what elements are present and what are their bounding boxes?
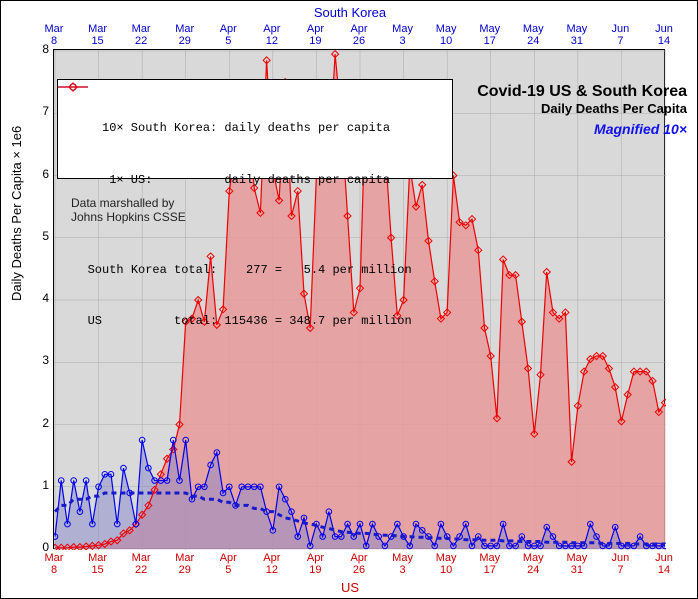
x-bottom-tick: Apr5 [215,552,241,576]
x-top-tick: Apr5 [215,23,241,47]
legend-row-us: 1× US: daily deaths per capita [66,171,444,189]
x-top-tick: Mar15 [85,23,111,47]
x-bottom-tick: May17 [477,552,503,576]
x-top-tick: Mar29 [172,23,198,47]
x-top-tick: May17 [477,23,503,47]
x-bottom-tick: Mar15 [85,552,111,576]
x-bottom-tick: May31 [564,552,590,576]
y-tick: 7 [37,104,49,118]
x-top-tick: Apr12 [259,23,285,47]
legend-marker-us [66,173,96,187]
x-top-tick: Apr26 [346,23,372,47]
y-tick: 6 [37,167,49,181]
x-top-tick: May3 [390,23,416,47]
legend-text-us: 1× US: daily deaths per capita [102,172,390,189]
legend-total-sk: South Korea total: 277 = 5.4 per million [66,262,444,279]
legend-row-sk: 10× South Korea: daily deaths per capita [66,120,444,138]
x-bottom-tick: May10 [433,552,459,576]
x-bottom-tick: Mar22 [128,552,154,576]
y-axis-label: Daily Deaths Per Capita × 1e6 [9,126,24,301]
x-top-tick: Mar8 [41,23,67,47]
x-bottom-tick: Mar8 [41,552,67,576]
y-tick: 2 [37,416,49,430]
x-bottom-tick: Mar29 [172,552,198,576]
x-axis-bottom-label: US [1,580,698,595]
legend-box: 10× South Korea: daily deaths per capita… [57,79,453,179]
x-top-tick: Jun14 [651,23,677,47]
y-tick: 5 [37,229,49,243]
x-top-tick: Jun7 [607,23,633,47]
x-bottom-tick: Jun14 [651,552,677,576]
x-top-tick: May24 [520,23,546,47]
x-axis-top-label: South Korea [1,5,698,20]
legend-text-sk: 10× South Korea: daily deaths per capita [102,120,390,137]
chart-title: Covid-19 US & South Korea [477,83,687,101]
y-tick: 1 [37,478,49,492]
legend-total-us: US total: 115436 = 348.7 per million [66,313,444,330]
x-bottom-tick: May3 [390,552,416,576]
x-top-tick: Apr19 [302,23,328,47]
data-credit: Data marshalled byJohns Hopkins CSSE [71,196,186,224]
chart-subtitle: Daily Deaths Per Capita [541,101,687,116]
chart-magnified-note: Magnified 10× [594,121,687,137]
legend-marker-sk [66,122,96,136]
x-bottom-tick: Apr19 [302,552,328,576]
x-bottom-tick: May24 [520,552,546,576]
x-top-tick: May10 [433,23,459,47]
y-tick: 4 [37,291,49,305]
x-bottom-tick: Jun7 [607,552,633,576]
chart-container: Daily Deaths Per Capita × 1e6 South Kore… [0,0,698,599]
x-bottom-tick: Apr26 [346,552,372,576]
x-bottom-tick: Apr12 [259,552,285,576]
x-top-tick: Mar22 [128,23,154,47]
x-top-tick: May31 [564,23,590,47]
y-tick: 3 [37,353,49,367]
